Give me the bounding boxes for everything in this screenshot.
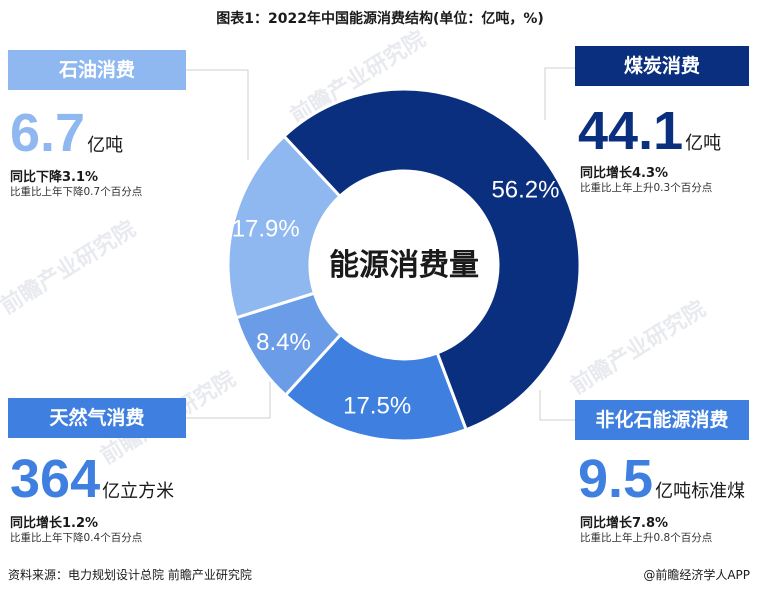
nonfossil-yoy: 同比增长7.8% (580, 516, 669, 531)
gas-share-change: 比重比上年下降0.4个百分点 (10, 532, 143, 544)
brand-note: @前瞻经济学人APP (643, 568, 750, 582)
gas-name: 天然气消费 (49, 407, 145, 429)
coal-unit: 亿吨 (685, 133, 722, 154)
slice-non-fossil-label: 17.5% (343, 392, 411, 419)
coal-share-change: 比重比上年上升0.3个百分点 (580, 182, 713, 194)
connector-line (186, 69, 249, 160)
nonfossil-label-box: 非化石能源消费 (575, 400, 749, 440)
chart-title: 图表1：2022年中国能源消费结构(单位：亿吨，%) (216, 11, 544, 27)
nonfossil-name: 非化石能源消费 (595, 409, 729, 431)
nonfossil-share-change: 比重比上年上升0.8个百分点 (580, 532, 713, 544)
coal-label-box: 煤炭消费 (575, 46, 749, 86)
gas-value-row: 364 亿立方米 (10, 452, 174, 506)
slice-coal-label: 56.2% (491, 177, 559, 204)
oil-value: 6.7 (10, 103, 86, 163)
slice-coal (281, 87, 582, 432)
source-note: 资料来源：电力规划设计总院 前瞻产业研究院 (8, 568, 252, 582)
oil-name: 石油消费 (58, 59, 135, 81)
nonfossil-value: 9.5 (578, 449, 654, 509)
oil-label-box: 石油消费 (8, 50, 186, 90)
gas-unit: 亿立方米 (102, 481, 175, 502)
slice-oil-label: 17.9% (232, 216, 300, 243)
oil-yoy: 同比下降3.1% (10, 170, 99, 185)
oil-share-change: 比重比上年下降0.7个百分点 (10, 186, 143, 198)
coal-yoy: 同比增长4.3% (580, 166, 669, 181)
oil-value-row: 6.7 亿吨 (10, 106, 123, 160)
coal-value-row: 44.1 亿吨 (578, 104, 721, 158)
nonfossil-value-row: 9.5 亿吨标准煤 (578, 452, 745, 506)
gas-label-box: 天然气消费 (8, 398, 186, 438)
gas-value: 364 (10, 449, 101, 509)
coal-value: 44.1 (578, 101, 684, 161)
coal-name: 煤炭消费 (623, 55, 700, 77)
gas-yoy: 同比增长1.2% (10, 516, 99, 531)
oil-unit: 亿吨 (87, 135, 124, 156)
slice-non-fossil (283, 332, 469, 443)
nonfossil-unit: 亿吨标准煤 (655, 481, 746, 502)
connector-line (539, 390, 575, 421)
center-label: 能源消费量 (329, 248, 479, 283)
slice-gas-label: 8.4% (256, 329, 311, 356)
slice-oil (226, 134, 343, 320)
connector-line (186, 360, 271, 419)
connector-line (544, 67, 575, 120)
